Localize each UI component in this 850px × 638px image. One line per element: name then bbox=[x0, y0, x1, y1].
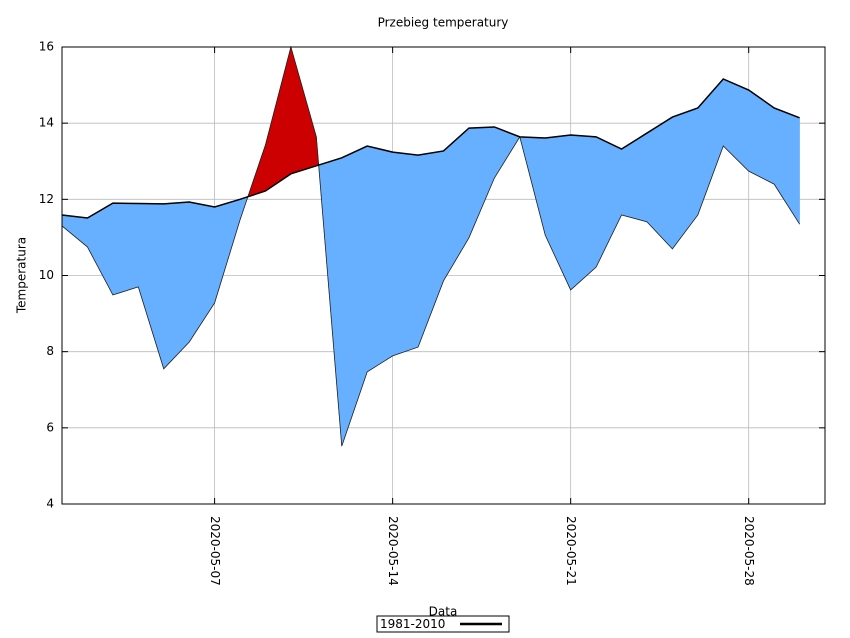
difference-fill bbox=[163, 201, 190, 370]
difference-fill bbox=[341, 145, 368, 447]
x-tick-label: 2020-05-28 bbox=[742, 516, 756, 586]
y-tick-label: 16 bbox=[39, 40, 54, 54]
difference-fill bbox=[443, 127, 470, 282]
difference-fill bbox=[544, 134, 571, 291]
y-axis-label: Temperatura bbox=[15, 237, 29, 314]
difference-fill bbox=[392, 151, 419, 357]
difference-fill bbox=[61, 214, 88, 248]
y-tick-label: 10 bbox=[39, 268, 54, 282]
x-tick-label: 2020-05-07 bbox=[208, 516, 222, 586]
chart-title: Przebieg temperatury bbox=[378, 16, 509, 30]
difference-fill bbox=[366, 145, 393, 373]
climate-line bbox=[61, 78, 800, 219]
difference-fill bbox=[672, 107, 699, 250]
y-tick-label: 8 bbox=[46, 344, 54, 358]
difference-fill bbox=[138, 203, 165, 369]
x-tick-label: 2020-05-14 bbox=[386, 516, 400, 586]
y-tick-label: 12 bbox=[39, 192, 54, 206]
difference-fill bbox=[722, 78, 750, 172]
y-tick-label: 6 bbox=[46, 420, 54, 434]
difference-fill bbox=[188, 201, 215, 344]
plot-frame bbox=[61, 46, 826, 505]
actual-line bbox=[61, 45, 800, 447]
y-tick-label: 14 bbox=[39, 116, 54, 130]
difference-fill bbox=[468, 126, 495, 238]
difference-fill bbox=[290, 46, 317, 175]
difference-fill bbox=[646, 116, 673, 250]
legend-label: 1981-2010 bbox=[380, 617, 445, 631]
difference-fill bbox=[87, 202, 114, 296]
x-tick-label: 2020-05-21 bbox=[564, 516, 578, 586]
difference-fill bbox=[265, 46, 292, 192]
difference-fill bbox=[748, 89, 775, 185]
difference-fill bbox=[697, 78, 724, 216]
difference-fill bbox=[595, 136, 622, 268]
legend-box bbox=[376, 615, 510, 633]
difference-fill bbox=[214, 198, 241, 304]
difference-fill bbox=[773, 107, 800, 226]
y-tick-label: 4 bbox=[46, 497, 54, 511]
x-axis-label: Data bbox=[429, 605, 458, 619]
difference-fill bbox=[570, 134, 597, 291]
difference-fill bbox=[417, 150, 444, 348]
difference-fill bbox=[112, 202, 139, 296]
